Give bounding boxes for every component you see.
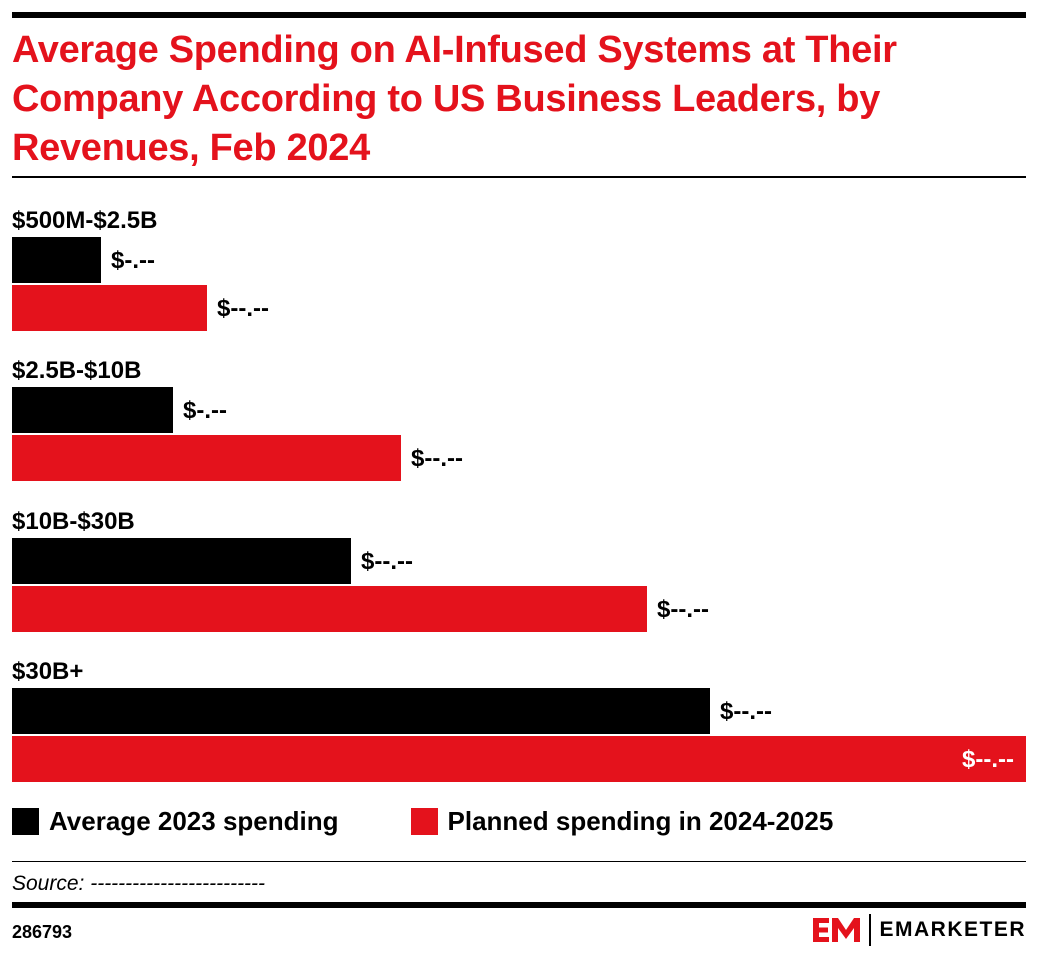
bar (12, 435, 401, 481)
legend-label-2024-2025: Planned spending in 2024-2025 (447, 805, 834, 836)
data-label: $--.-- (720, 698, 772, 725)
bar-chart: $500M-$2.5B $-.-- $--.-- $2.5B-$10B $-.-- $--… (12, 207, 1026, 782)
brand-name: EMARKETER (879, 918, 1026, 941)
bar (12, 285, 207, 331)
category-label: $2.5B-$10B (12, 357, 141, 384)
chart-legend: Average 2023 spending Planned spending i… (12, 803, 905, 839)
data-label: $--.-- (217, 295, 269, 322)
bar (12, 387, 173, 433)
em-logo-icon (813, 918, 861, 942)
chart-id: 286793 (12, 922, 73, 942)
brand-separator (869, 914, 872, 946)
bar (12, 586, 647, 632)
bar (12, 688, 710, 734)
top-rule (12, 12, 1026, 18)
category-label: $10B-$30B (12, 508, 135, 535)
bar (12, 237, 101, 283)
chart-title: Average Spending on AI-Infused Systems a… (12, 29, 897, 169)
data-label: $--.-- (962, 746, 1014, 773)
legend-item-2023: Average 2023 spending (12, 806, 339, 837)
bar (12, 538, 351, 584)
bar (12, 736, 1026, 782)
data-label: $-.-- (183, 397, 227, 424)
category-label: $500M-$2.5B (12, 207, 157, 234)
data-label: $-.-- (111, 247, 155, 274)
data-label: $--.-- (361, 548, 413, 575)
legend-label-2023: Average 2023 spending (49, 805, 339, 836)
source-note: Source: ------------------------- (12, 872, 266, 895)
source-divider (12, 861, 1026, 862)
data-label: $--.-- (411, 445, 463, 472)
bottom-rule (12, 902, 1026, 908)
data-label: $--.-- (657, 596, 709, 623)
title-divider (12, 176, 1026, 178)
legend-item-2024-2025: Planned spending in 2024-2025 (410, 805, 834, 837)
brand-lockup: EMARKETER (811, 914, 1026, 946)
legend-swatch-2024-2025 (410, 807, 438, 835)
legend-swatch-2023 (12, 807, 39, 835)
category-label: $30B+ (12, 658, 83, 685)
